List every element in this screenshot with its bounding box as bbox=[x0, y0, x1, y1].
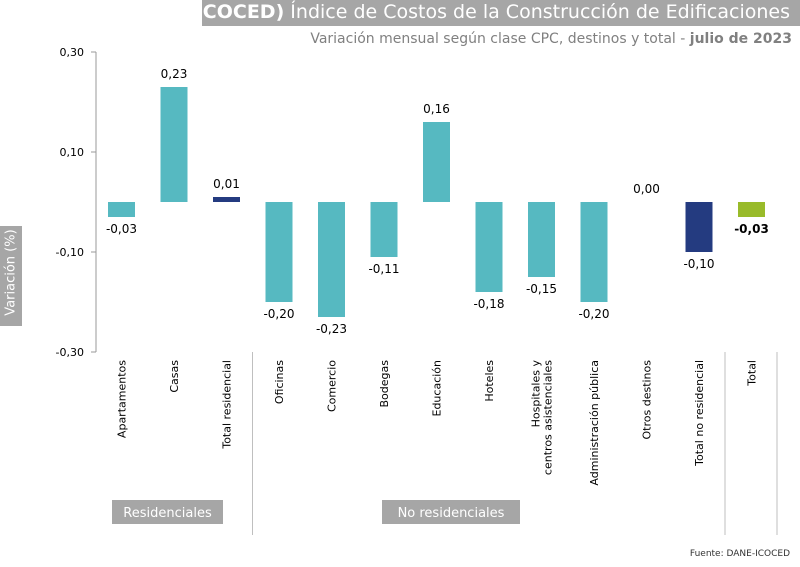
category-label: Casas bbox=[168, 360, 181, 393]
chart-title-text: Índice de Costos de la Construcción de E… bbox=[284, 1, 790, 23]
data-label: -0,20 bbox=[263, 307, 294, 321]
data-label: 0,01 bbox=[213, 177, 240, 191]
bar bbox=[265, 202, 293, 302]
category-label-line: Hoteles bbox=[483, 360, 496, 402]
category-label-line: Casas bbox=[168, 360, 181, 393]
category-label-line: Total residencial bbox=[221, 360, 234, 450]
axis-layer: 0,30 0,10 -0,10 -0,30 bbox=[56, 46, 778, 535]
chart-subtitle-period: julio de 2023 bbox=[689, 31, 792, 47]
group-label-residential: Residenciales bbox=[123, 506, 212, 521]
category-label: Total bbox=[746, 360, 759, 387]
category-label-line: Bodegas bbox=[378, 360, 391, 408]
data-label: -0,11 bbox=[368, 262, 399, 276]
data-label: -0,10 bbox=[683, 257, 714, 271]
bar bbox=[160, 87, 188, 202]
group-box-residential bbox=[112, 500, 223, 524]
bar bbox=[318, 202, 345, 317]
category-label-line: Total no residencial bbox=[693, 360, 706, 467]
data-label: 0,23 bbox=[161, 67, 188, 81]
y-tick-label: 0,10 bbox=[60, 146, 85, 159]
category-label-line: Otros destinos bbox=[641, 360, 654, 440]
y-axis-label-box bbox=[0, 226, 22, 326]
category-label: Comercio bbox=[326, 360, 339, 412]
category-label-line: Comercio bbox=[326, 360, 339, 412]
category-label-line: Oficinas bbox=[273, 360, 286, 404]
data-label: -0,18 bbox=[473, 297, 504, 311]
category-label: Otros destinos bbox=[641, 360, 654, 440]
bar bbox=[213, 197, 240, 202]
data-label: -0,03 bbox=[734, 222, 769, 236]
bar bbox=[580, 202, 608, 302]
category-label: Oficinas bbox=[273, 360, 286, 404]
y-tick-label: -0,30 bbox=[56, 346, 84, 359]
category-label: Total no residencial bbox=[693, 360, 706, 467]
bars-layer bbox=[108, 87, 765, 317]
source-note: Fuente: DANE-ICOCED bbox=[689, 549, 790, 559]
bar bbox=[108, 202, 135, 217]
category-label-line: Hospitales y bbox=[530, 360, 543, 428]
bar bbox=[685, 202, 713, 252]
category-label-line: Total bbox=[746, 360, 759, 387]
y-tick-label: 0,30 bbox=[60, 46, 85, 59]
bar bbox=[738, 202, 765, 217]
chart-title-acronym: (ICOCED) bbox=[187, 1, 285, 23]
chart-subtitle-text: Variación mensual según clase CPC, desti… bbox=[310, 31, 690, 47]
labels-layer: -0,03 Apartamentos 0,23 Casas 0,01 Total resi… bbox=[106, 67, 769, 486]
category-label: Total residencial bbox=[221, 360, 234, 450]
category-label-line: Apartamentos bbox=[116, 360, 129, 438]
category-label-line: Educación bbox=[431, 360, 444, 417]
group-box-non-residential bbox=[382, 500, 520, 524]
data-label: -0,15 bbox=[526, 282, 557, 296]
title-banner: (ICOCED) Índice de Costos de la Construc… bbox=[187, 0, 800, 26]
data-label: -0,23 bbox=[316, 322, 347, 336]
bar bbox=[528, 202, 555, 277]
category-label: Hoteles bbox=[483, 360, 496, 402]
category-label: Educación bbox=[431, 360, 444, 417]
data-label: 0,00 bbox=[633, 182, 660, 196]
chart-title: (ICOCED) Índice de Costos de la Construc… bbox=[187, 1, 790, 23]
bar bbox=[370, 202, 398, 257]
group-label-non-residential: No residenciales bbox=[398, 506, 505, 521]
category-label: Administración pública bbox=[588, 360, 601, 486]
category-label-line: Administración pública bbox=[588, 360, 601, 486]
data-label: 0,16 bbox=[423, 102, 450, 116]
data-label: -0,03 bbox=[106, 222, 137, 236]
bar bbox=[423, 122, 450, 202]
category-label: Bodegas bbox=[378, 360, 391, 408]
category-label: Hospitales y centros asistenciales bbox=[530, 360, 555, 476]
y-tick-label: -0,10 bbox=[56, 246, 84, 259]
category-label-line: centros asistenciales bbox=[542, 360, 555, 475]
bar bbox=[475, 202, 503, 292]
category-label: Apartamentos bbox=[116, 360, 129, 438]
chart-subtitle: Variación mensual según clase CPC, desti… bbox=[310, 31, 792, 47]
groups-layer: Residenciales No residenciales bbox=[112, 500, 520, 524]
data-label: -0,20 bbox=[578, 307, 609, 321]
